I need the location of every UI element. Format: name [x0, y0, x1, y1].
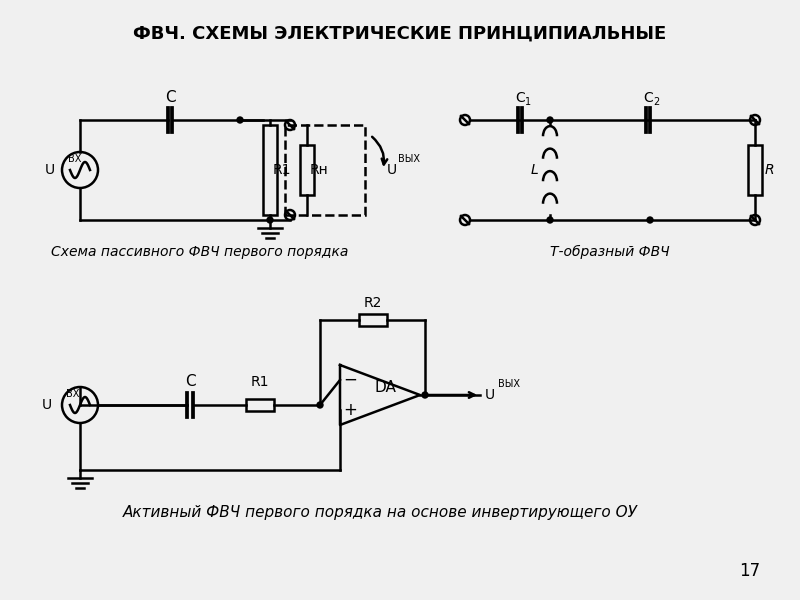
Bar [300, 145, 314, 195]
Text: ВХ: ВХ [68, 154, 82, 164]
Text: Т-образный ФВЧ: Т-образный ФВЧ [550, 245, 670, 259]
Circle shape [547, 117, 553, 123]
Circle shape [317, 402, 323, 408]
Text: U: U [45, 163, 55, 177]
Circle shape [237, 117, 243, 123]
Bar [263, 125, 277, 215]
Bar [285, 125, 365, 215]
Text: ФВЧ. СХЕМЫ ЭЛЕКТРИЧЕСКИЕ ПРИНЦИПИАЛЬНЫЕ: ФВЧ. СХЕМЫ ЭЛЕКТРИЧЕСКИЕ ПРИНЦИПИАЛЬНЫЕ [134, 25, 666, 43]
Text: −: − [343, 371, 357, 389]
Circle shape [422, 392, 428, 398]
Text: U: U [485, 388, 495, 402]
Text: 17: 17 [739, 562, 760, 580]
Text: U: U [42, 398, 52, 412]
Text: R2: R2 [363, 296, 382, 310]
Text: R1: R1 [250, 375, 270, 389]
Text: C: C [643, 91, 653, 105]
Text: ВЫХ: ВЫХ [398, 154, 420, 164]
Text: +: + [343, 401, 357, 419]
Bar [358, 314, 386, 326]
Text: Схема пассивного ФВЧ первого порядка: Схема пассивного ФВЧ первого порядка [51, 245, 349, 259]
Text: R: R [765, 163, 774, 177]
Text: C: C [165, 90, 175, 105]
Text: R1: R1 [273, 163, 291, 177]
Bar [246, 399, 274, 411]
Bar [748, 145, 762, 195]
Text: L: L [530, 163, 538, 177]
Text: ВЫХ: ВЫХ [498, 379, 520, 389]
Circle shape [547, 217, 553, 223]
Text: Rн: Rн [310, 163, 329, 177]
Text: C: C [515, 91, 525, 105]
Text: 1: 1 [525, 97, 531, 107]
Circle shape [267, 217, 273, 223]
Text: Активный ФВЧ первого порядка на основе инвертирующего ОУ: Активный ФВЧ первого порядка на основе и… [122, 505, 638, 520]
Circle shape [647, 217, 653, 223]
Text: C: C [185, 374, 195, 389]
Text: 2: 2 [653, 97, 659, 107]
Text: U: U [387, 163, 397, 177]
Text: DA: DA [374, 379, 396, 395]
Text: ВХ: ВХ [66, 389, 79, 399]
